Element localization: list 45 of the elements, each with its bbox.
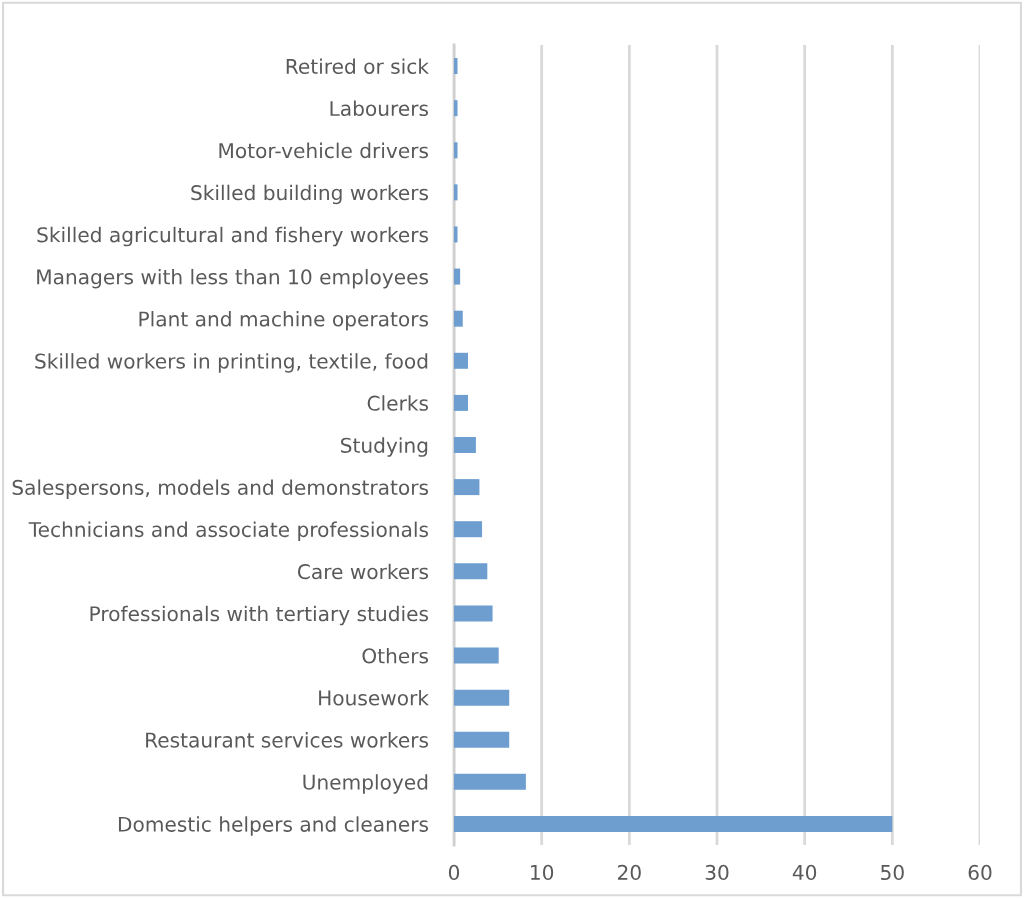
x-tick-label: 60	[968, 864, 992, 881]
x-tick-label: 10	[531, 864, 554, 881]
y-tick-label: Studying	[341, 437, 428, 457]
x-tick-label: 20	[618, 864, 641, 881]
y-tick-label: Housework	[319, 689, 429, 706]
bar	[454, 394, 469, 411]
y-tick-label: Skilled agricultural and fishery workers	[37, 226, 429, 247]
y-tick-label: Skilled building workers	[191, 184, 429, 205]
bar	[454, 58, 458, 75]
y-tick-label: Unemployed	[303, 774, 428, 794]
y-tick-label: Plant and machine operators	[139, 311, 429, 331]
bar	[454, 310, 463, 327]
y-tick-label: Managers with less than 10 employees	[37, 268, 429, 289]
bar	[454, 605, 493, 622]
y-tick-label: Skilled workers in printing, textile, food	[35, 353, 428, 373]
bar	[454, 815, 893, 832]
bar	[454, 479, 480, 496]
y-tick-label: Technicians and associate professionals	[28, 521, 429, 542]
y-tick-label: Clerks	[367, 395, 429, 411]
bar	[454, 689, 510, 706]
y-tick-label: Domestic helpers and cleaners	[118, 816, 429, 836]
bar	[454, 184, 458, 201]
y-tick-label: Care workers	[297, 563, 429, 580]
bar	[454, 352, 469, 369]
x-tick-label: 50	[881, 864, 904, 881]
bar	[454, 563, 488, 580]
bar	[454, 731, 510, 748]
y-tick-label: Others	[362, 647, 429, 664]
bar	[454, 647, 499, 664]
bar	[454, 226, 458, 243]
y-tick-label: Professionals with tertiary studies	[90, 605, 429, 626]
x-tick-label: 40	[792, 864, 817, 881]
bar	[454, 521, 483, 538]
y-tick-label: Labourers	[330, 100, 429, 117]
x-tick-label: 0	[448, 864, 460, 881]
y-tick-label: Restaurant services workers	[146, 732, 429, 748]
bar	[454, 773, 526, 790]
bar	[454, 142, 458, 159]
bar	[454, 437, 476, 453]
y-tick-label: Motor-vehicle drivers	[219, 142, 429, 159]
y-tick-label: Retired or sick	[286, 58, 429, 74]
x-tick-label: 30	[705, 864, 729, 881]
bar	[454, 100, 458, 117]
bar	[454, 268, 461, 285]
y-tick-label: Salespersons, models and demonstrators	[12, 479, 429, 499]
